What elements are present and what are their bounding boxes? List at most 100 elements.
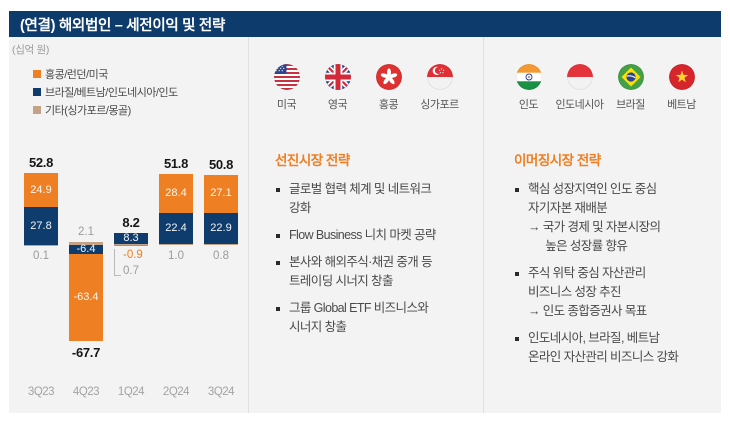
bar-segment-navy: 8.3	[114, 232, 148, 245]
other-segment-note: 1.0	[168, 250, 184, 262]
flag-brazil-icon	[617, 64, 644, 90]
chart-legend: 홍콩/런던/미국 브라질/베트남/인도네시아/인도 기타(싱가포르/몽골)	[33, 65, 178, 119]
bullet-icon	[515, 272, 519, 276]
developed-strategy-list: 글로벌 협력 체계 및 네트워크 강화 Flow Business 니치 마켓 …	[275, 180, 475, 337]
bar-segment-orange: 28.4	[159, 174, 193, 213]
bullet-text: 본사와 해외주식·채권 중개 등 트레이딩 시너지 창출	[289, 255, 433, 288]
flag-indonesia-icon	[566, 64, 593, 90]
flag-item-singapore: 싱가포르	[414, 64, 465, 112]
bullet-text: 인도네시아, 브라질, 베트남 온라인 자산관리 비즈니스 강화	[528, 331, 679, 364]
legend-label: 홍콩/런던/미국	[45, 69, 108, 81]
bar-segment-navy: -6.4	[69, 244, 103, 254]
flag-item-uk: 영국	[312, 64, 363, 112]
list-item: 주식 위탁 중심 자산관리 비즈니스 성장 추진 → 인도 종합증권사 목표	[514, 264, 713, 321]
bullet-icon	[515, 188, 519, 192]
flag-item-indonesia: 인도네시아	[554, 64, 605, 112]
flag-item-hongkong: 홍콩	[363, 64, 414, 112]
developed-flags-row: 미국 영국	[261, 64, 465, 112]
flag-uk-icon	[324, 64, 351, 90]
bar-segment-navy: 22.4	[159, 212, 193, 244]
flag-label: 인도	[518, 99, 539, 111]
legend-item: 홍콩/런던/미국	[33, 65, 178, 83]
flag-label: 영국	[327, 99, 348, 111]
bar-segment-tan	[69, 242, 103, 245]
axis-label-quarter: 3Q23	[27, 386, 55, 398]
bar-total: 51.8	[163, 156, 189, 172]
bracket-line	[114, 249, 121, 277]
flag-item-brazil: 브라질	[605, 64, 656, 112]
list-item: 그룹 Global ETF 비즈니스와 시너지 창출	[275, 299, 475, 337]
emerging-strategy-block: 이머징시장 전략 핵심 성장지역인 인도 중심 자기자본 재배분 → 국가 경제…	[514, 149, 713, 375]
bracket-note: -0.9	[123, 249, 143, 262]
bar-total: 50.8	[208, 157, 234, 173]
bullet-icon	[276, 188, 280, 192]
bar-segment-orange: 24.9	[24, 172, 58, 207]
axis-label-quarter: 1Q24	[117, 386, 145, 398]
bar-total: -67.7	[71, 344, 101, 360]
flag-label: 홍콩	[378, 99, 399, 111]
flag-label: 베트남	[667, 99, 696, 111]
bullet-text: 핵심 성장지역인 인도 중심 자기자본 재배분 → 국가 경제 및 자본시장의 …	[528, 182, 661, 253]
bullet-text: 글로벌 협력 체계 및 네트워크 강화	[289, 182, 432, 215]
bullet-text: 그룹 Global ETF 비즈니스와 시너지 창출	[289, 301, 429, 334]
bullet-icon	[276, 234, 280, 238]
slide-header-bar: (연결) 해외법인 – 세전이익 및 전략	[9, 11, 721, 37]
chart-unit-label: (십억 원)	[12, 44, 50, 56]
bullet-icon	[276, 261, 280, 265]
chart-section: (십억 원) 홍콩/런던/미국 브라질/베트남/인도네시아/인도 기타(싱가포르…	[9, 37, 248, 413]
bullet-text: Flow Business 니치 마켓 공략	[289, 228, 436, 242]
flag-label: 브라질	[616, 99, 645, 111]
flag-label: 미국	[276, 99, 297, 111]
emerging-strategy-list: 핵심 성장지역인 인도 중심 자기자본 재배분 → 국가 경제 및 자본시장의 …	[514, 180, 713, 367]
legend-swatch-navy	[33, 88, 41, 96]
bar-segment-tan	[204, 243, 238, 245]
developed-markets-section: 미국 영국	[248, 37, 483, 413]
emerging-markets-section: 인도 인도네시아	[483, 37, 721, 413]
bullet-text: 주식 위탁 중심 자산관리 비즈니스 성장 추진 → 인도 종합증권사 목표	[528, 266, 647, 318]
other-segment-note: 0.8	[213, 250, 229, 262]
list-item: 글로벌 협력 체계 및 네트워크 강화	[275, 180, 475, 218]
legend-item: 기타(싱가포르/몽골)	[33, 101, 178, 119]
list-item: 인도네시아, 브라질, 베트남 온라인 자산관리 비즈니스 강화	[514, 329, 713, 367]
other-segment-note: 2.1	[78, 226, 94, 239]
bar-segment-navy: 22.9	[204, 212, 238, 244]
developed-strategy-heading: 선진시장 전략	[275, 153, 350, 168]
bar-total: 8.2	[122, 214, 140, 230]
flag-label: 인도네시아	[555, 99, 604, 111]
list-item: 핵심 성장지역인 인도 중심 자기자본 재배분 → 국가 경제 및 자본시장의 …	[514, 180, 713, 256]
flag-india-icon	[515, 64, 542, 90]
emerging-flags-row: 인도 인도네시아	[503, 64, 707, 112]
bar-segment-tan	[159, 243, 193, 245]
bar-segment-orange	[114, 245, 148, 247]
axis-label-quarter: 4Q23	[72, 386, 100, 398]
flag-sg-icon	[426, 64, 453, 90]
legend-item: 브라질/베트남/인도네시아/인도	[33, 83, 178, 101]
developed-strategy-block: 선진시장 전략 글로벌 협력 체계 및 네트워크 강화 Flow Busines…	[275, 149, 475, 345]
list-item: 본사와 해외주식·채권 중개 등 트레이딩 시너지 창출	[275, 253, 475, 291]
emerging-strategy-heading: 이머징시장 전략	[514, 153, 601, 168]
bar-segment-navy: 27.8	[24, 206, 58, 245]
flag-hk-icon	[375, 64, 402, 90]
other-segment-note: 0.1	[33, 250, 49, 262]
bracket-note: 0.7	[123, 265, 139, 278]
bar-total: 52.8	[28, 154, 54, 170]
flag-item-vietnam: 베트남	[656, 64, 707, 112]
page-title: (연결) 해외법인 – 세전이익 및 전략	[20, 17, 225, 34]
bar-segment-orange: -63.4	[69, 253, 103, 341]
flag-vietnam-icon	[668, 64, 695, 90]
bar-segment-orange: 27.1	[204, 175, 238, 213]
flag-us-icon	[273, 64, 300, 90]
axis-label-quarter: 3Q24	[207, 386, 235, 398]
list-item: Flow Business 니치 마켓 공략	[275, 226, 475, 245]
axis-label-quarter: 2Q24	[162, 386, 190, 398]
legend-swatch-tan	[33, 106, 41, 114]
legend-label: 기타(싱가포르/몽골)	[45, 105, 131, 117]
flag-item-usa: 미국	[261, 64, 312, 112]
bullet-icon	[515, 337, 519, 341]
slide-body: (십억 원) 홍콩/런던/미국 브라질/베트남/인도네시아/인도 기타(싱가포르…	[9, 37, 721, 413]
flag-label: 싱가포르	[420, 99, 459, 111]
stacked-bar-chart: 24.9 27.8 52.8 0.1 3Q23 -6.4 -63.4 -67.7 2.1 4Q23…	[9, 37, 248, 413]
legend-label: 브라질/베트남/인도네시아/인도	[45, 87, 178, 99]
bullet-icon	[276, 307, 280, 311]
flag-item-india: 인도	[503, 64, 554, 112]
